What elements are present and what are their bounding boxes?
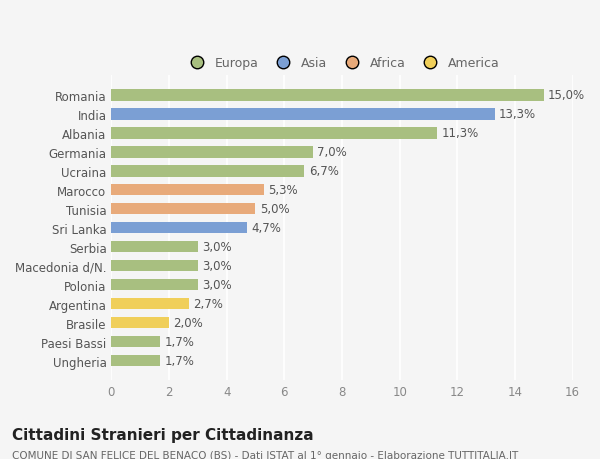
Bar (112, 241, 198, 253)
Bar (112, 109, 495, 120)
Text: 3,0%: 3,0% (202, 260, 232, 273)
Legend: Europa, Asia, Africa, America: Europa, Asia, Africa, America (179, 52, 505, 75)
Text: 13,3%: 13,3% (499, 108, 536, 121)
Text: 11,3%: 11,3% (442, 127, 479, 140)
Bar (112, 317, 169, 329)
Bar (112, 185, 264, 196)
Bar (112, 128, 437, 139)
Bar (112, 147, 313, 158)
Bar (112, 280, 198, 291)
Text: 5,0%: 5,0% (260, 203, 289, 216)
Bar (112, 336, 160, 347)
Text: 3,0%: 3,0% (202, 279, 232, 291)
Text: Cittadini Stranieri per Cittadinanza: Cittadini Stranieri per Cittadinanza (12, 427, 314, 442)
Bar (112, 260, 198, 272)
Text: 2,7%: 2,7% (194, 297, 223, 310)
Bar (112, 204, 256, 215)
Text: 4,7%: 4,7% (251, 222, 281, 235)
Text: COMUNE DI SAN FELICE DEL BENACO (BS) - Dati ISTAT al 1° gennaio - Elaborazione T: COMUNE DI SAN FELICE DEL BENACO (BS) - D… (12, 450, 518, 459)
Text: 1,7%: 1,7% (164, 354, 194, 367)
Text: 1,7%: 1,7% (164, 336, 194, 348)
Text: 6,7%: 6,7% (309, 165, 338, 178)
Bar (112, 90, 544, 101)
Text: 5,3%: 5,3% (268, 184, 298, 197)
Bar (112, 166, 304, 177)
Text: 2,0%: 2,0% (173, 316, 203, 330)
Text: 3,0%: 3,0% (202, 241, 232, 254)
Text: 15,0%: 15,0% (548, 89, 585, 102)
Bar (112, 298, 189, 310)
Bar (112, 223, 247, 234)
Text: 7,0%: 7,0% (317, 146, 347, 159)
Bar (112, 355, 160, 366)
